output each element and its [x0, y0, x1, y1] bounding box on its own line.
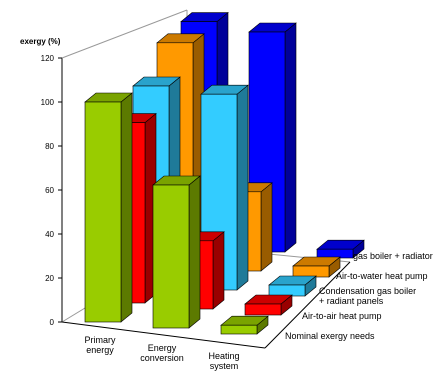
y-tick-label: 120 [41, 54, 55, 63]
bar [220, 324, 258, 335]
y-axis-label: exergy (%) [20, 37, 61, 46]
bar-side [284, 22, 297, 253]
bar [316, 248, 354, 259]
y-tick-label: 0 [50, 318, 55, 327]
bar-side [188, 175, 201, 329]
legend-label: gas boiler + radiator [353, 251, 433, 261]
x-tick-label: Primary energy [85, 335, 116, 355]
bar [244, 303, 282, 316]
x-tick-label: Energy conversion [140, 343, 184, 363]
x-axis [61, 321, 266, 349]
bar-side [212, 231, 225, 310]
y-tick-label: 20 [45, 274, 54, 283]
legend-label: Nominal exergy needs [285, 331, 375, 341]
bar-side [260, 182, 273, 272]
x-tick-label: Heating system [208, 351, 239, 371]
bar [268, 284, 306, 297]
legend-label: Condensation gas boiler + radiant panels [319, 286, 416, 306]
bar [152, 184, 190, 329]
y-tick-label: 100 [41, 98, 55, 107]
legend-label: Air-to-air heat pump [302, 311, 382, 321]
y-tick-label: 60 [45, 186, 54, 195]
depth-axis [264, 261, 351, 349]
bar [84, 101, 122, 323]
wall-top [61, 9, 188, 59]
legend-label: Air-to-water heat pump [336, 271, 428, 281]
bar-side [120, 92, 133, 323]
bar-side [236, 84, 249, 291]
y-tick-label: 40 [45, 230, 54, 239]
y-tick-label: 80 [45, 142, 54, 151]
bar [292, 265, 330, 278]
